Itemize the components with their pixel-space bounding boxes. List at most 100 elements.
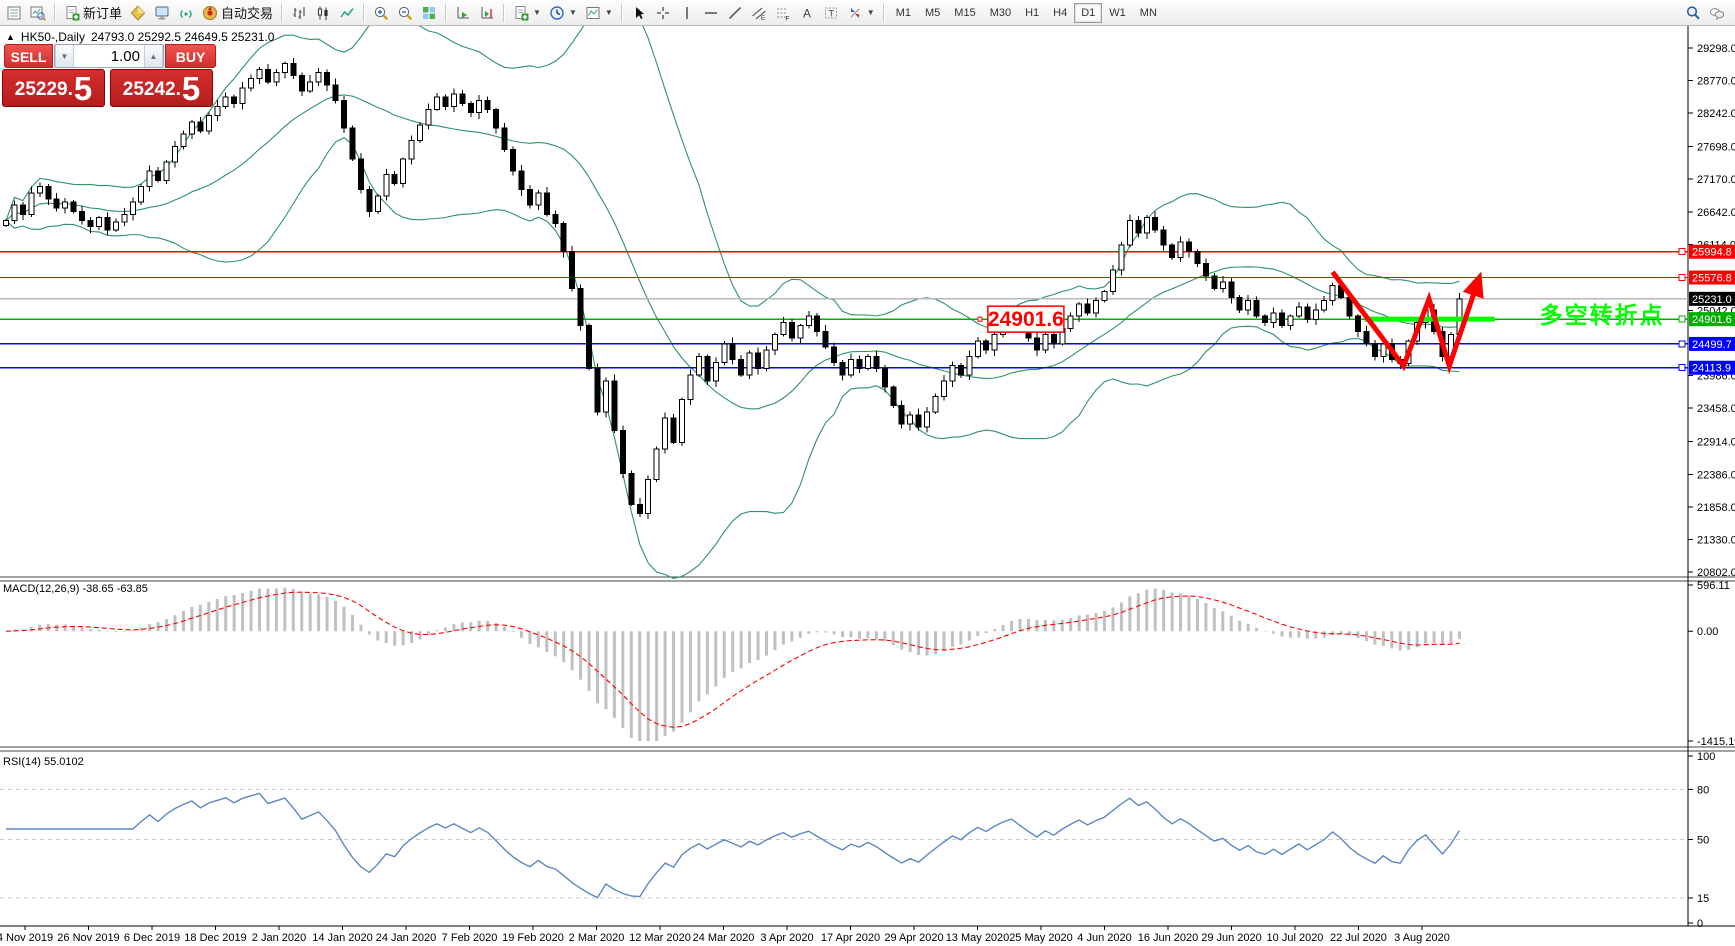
text-icon[interactable]: A <box>795 1 819 25</box>
line-chart-icon[interactable] <box>335 1 359 25</box>
candle <box>594 363 601 416</box>
metaeditor-icon[interactable] <box>126 1 150 25</box>
candle <box>915 408 922 431</box>
crosshair-icon[interactable] <box>651 1 675 25</box>
templates-dropdown-icon[interactable]: ▼ <box>604 8 613 17</box>
chart-shift-icon[interactable] <box>475 1 499 25</box>
date-axis[interactable]: 4 Nov 2019 26 Nov 2019 6 Dec 2019 18 Dec 20… <box>0 926 1450 944</box>
timeframe-m5-button[interactable]: M5 <box>925 6 941 19</box>
annotations: 24901.6 多空转折点 <box>977 270 1665 375</box>
candle <box>273 68 280 87</box>
candle <box>611 374 618 434</box>
timeframe-mn-button[interactable]: MN <box>1139 6 1157 19</box>
candle <box>1363 325 1370 347</box>
new-order-button[interactable]: 新订单 <box>60 1 126 25</box>
callout-text: 24901.6 <box>988 308 1064 331</box>
level-handle-25576.8[interactable] <box>1678 274 1686 282</box>
search-button[interactable] <box>1681 1 1705 25</box>
timeframe-m30-button[interactable]: M30 <box>989 6 1012 19</box>
date-tick-label: 6 Dec 2019 <box>124 932 180 944</box>
market-watch-icon[interactable] <box>2 1 26 25</box>
sell-price-main: 25229. <box>14 79 73 100</box>
timeframe-h1-button[interactable]: H1 <box>1025 6 1040 19</box>
level-handle-24499.7[interactable] <box>1678 340 1686 348</box>
volume-decrease-button[interactable]: ▼ <box>55 45 74 67</box>
candle <box>704 354 711 386</box>
buy-button[interactable]: BUY <box>165 44 216 68</box>
candlestick-chart-icon <box>315 5 331 21</box>
timeframe-m15-button[interactable]: M15 <box>954 6 976 19</box>
rsi-scale-label: 100 <box>1697 751 1715 763</box>
line-chart-icon <box>339 5 355 21</box>
price-axis[interactable]: 29298.0 28770.0 28242.0 27698.0 27170.0 26642… <box>1688 43 1735 930</box>
chat-button[interactable] <box>1705 1 1729 25</box>
indicators-list-dropdown-icon[interactable]: ▼ <box>533 8 541 17</box>
equidistant-channel-icon[interactable]: E <box>747 1 771 25</box>
candle <box>408 135 415 165</box>
timeframe-w1-button[interactable]: W1 <box>1109 6 1126 19</box>
candle <box>70 199 77 214</box>
candle <box>619 425 626 479</box>
candle <box>890 385 897 409</box>
sell-button[interactable]: SELL <box>4 44 53 68</box>
indicators-list-icon[interactable]: ▼ <box>509 1 545 25</box>
date-tick-label: 4 Nov 2019 <box>0 932 53 944</box>
buy-price[interactable]: 25242. 5 <box>110 69 213 107</box>
candle <box>467 101 474 118</box>
autotrading-button[interactable]: 自动交易 <box>198 1 277 25</box>
trendline-icon[interactable] <box>723 1 747 25</box>
turning-point-text[interactable]: 多空转折点 <box>1540 302 1665 328</box>
date-tick-label: 3 Apr 2020 <box>760 932 813 944</box>
signals-icon[interactable] <box>174 1 198 25</box>
svg-text:F: F <box>785 15 789 21</box>
timeframe-m1-button[interactable]: M1 <box>895 6 911 19</box>
date-tick-label: 7 Feb 2020 <box>442 932 498 944</box>
bar-chart-icon[interactable] <box>287 1 311 25</box>
terminal-icon[interactable] <box>150 1 174 25</box>
candle <box>949 361 956 388</box>
candle <box>1126 214 1133 248</box>
candle <box>1194 249 1201 267</box>
toolbar-separator <box>445 3 448 22</box>
arrows-dropdown-icon[interactable]: ▼ <box>866 8 875 17</box>
candle <box>231 94 238 108</box>
candle <box>577 284 584 331</box>
arrows-icon[interactable]: ▼ <box>843 1 879 25</box>
tile-windows-icon[interactable] <box>417 1 441 25</box>
periods-icon[interactable]: ▼ <box>545 1 581 25</box>
templates-icon[interactable]: ▼ <box>581 1 617 25</box>
data-window-icon[interactable] <box>26 1 50 25</box>
candlestick-chart-icon[interactable] <box>311 1 335 25</box>
fibonacci-icon[interactable]: F <box>771 1 795 25</box>
sell-price[interactable]: 25229. 5 <box>2 69 105 107</box>
price-tick-label: 27170.0 <box>1697 174 1735 186</box>
collapse-trade-panel-icon[interactable]: ▲ <box>6 32 15 42</box>
auto-scroll-icon[interactable] <box>451 1 475 25</box>
candle <box>349 125 356 161</box>
candle <box>746 350 753 379</box>
text-label-icon[interactable]: T <box>819 1 843 25</box>
volume-increase-button[interactable]: ▲ <box>144 45 163 67</box>
volume-input[interactable] <box>74 45 144 67</box>
periods-dropdown-icon[interactable]: ▼ <box>568 8 577 17</box>
level-handle-24901.6[interactable] <box>1678 315 1686 323</box>
zigzag-arrow[interactable] <box>1330 270 1484 375</box>
horizontal-line-icon[interactable] <box>699 1 723 25</box>
callout-box[interactable] <box>987 305 1065 333</box>
level-handle-25994.8[interactable] <box>1678 248 1686 256</box>
candle <box>484 96 491 113</box>
candle <box>1329 282 1336 306</box>
candle <box>391 170 398 186</box>
level-handle-24113.9[interactable] <box>1678 364 1686 372</box>
timeframe-d1-button[interactable]: D1 <box>1074 2 1103 23</box>
zoom-in-icon[interactable] <box>369 1 393 25</box>
candle <box>932 393 939 415</box>
vertical-line-icon[interactable] <box>675 1 699 25</box>
zoom-out-icon[interactable] <box>393 1 417 25</box>
timeframe-h4-button[interactable]: H4 <box>1053 6 1068 19</box>
candle <box>1050 332 1057 349</box>
candle <box>645 475 652 520</box>
candle <box>433 92 440 112</box>
cursor-icon[interactable] <box>627 1 651 25</box>
